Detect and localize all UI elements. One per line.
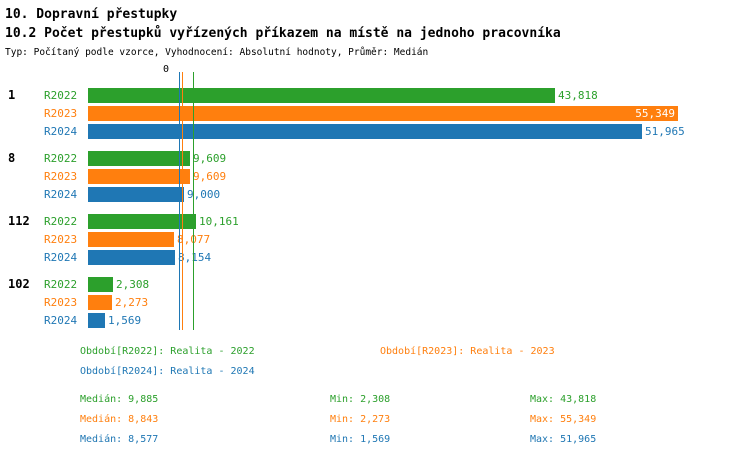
chart-row: R2023 55,349 [8, 104, 750, 122]
value-label: 9,609 [193, 169, 227, 183]
group-label: 112 [8, 214, 30, 228]
bar [88, 294, 112, 310]
chart-group: 1 R2022 43,818 R2023 55,349 R2024 51,965 [8, 86, 750, 140]
chart-group: 102 R2022 2,308 R2023 2,273 R2024 1,569 [8, 275, 750, 329]
legend-row: Období[R2022]: Realita - 2022 Období[R20… [80, 341, 750, 361]
series-label: R2023 [44, 295, 78, 309]
bar [88, 87, 555, 103]
series-label: R2024 [44, 313, 78, 327]
period-label-r2024: Období[R2024]: Realita - 2024 [80, 365, 255, 377]
series-label: R2022 [44, 214, 78, 228]
median-line-r2022 [193, 72, 194, 330]
series-label: R2022 [44, 277, 78, 291]
chart-row: 102 R2022 2,308 [8, 275, 750, 293]
max-r2023: Max: 55,349 [530, 413, 597, 425]
min-r2022: Min: 2,308 [330, 393, 391, 405]
bar [88, 249, 175, 265]
group-label: 8 [8, 151, 16, 165]
median-r2024: Medián: 8,577 [80, 433, 159, 445]
chart-row: R2024 51,965 [8, 122, 750, 140]
median-r2023: Medián: 8,843 [80, 413, 159, 425]
legend: Období[R2022]: Realita - 2022 Období[R20… [80, 341, 750, 381]
chart-row: R2024 8,154 [8, 248, 750, 266]
value-label: 55,349 [635, 106, 675, 120]
bar [88, 276, 113, 292]
bar-chart: 0 1 R2022 43,818 R2023 55,349 R2024 51,965 8 R20… [8, 64, 750, 330]
chart-row: R2023 2,273 [8, 293, 750, 311]
bar [88, 123, 642, 139]
series-label: R2024 [44, 124, 78, 138]
report-header: 10. Dopravní přestupky 10.2 Počet přestu… [0, 0, 750, 60]
series-label: R2023 [44, 169, 78, 183]
chart-meta: Typ: Počítaný podle vzorce, Vyhodnocení:… [5, 47, 429, 58]
stats-row-r2023: Medián: 8,843 Min: 2,273 Max: 55,349 [80, 409, 750, 429]
min-r2024: Min: 1,569 [330, 433, 391, 445]
bar: 55,349 [88, 105, 678, 121]
bar [88, 186, 184, 202]
legend-row: Období[R2024]: Realita - 2024 [80, 361, 750, 381]
period-label-r2022: Období[R2022]: Realita - 2022 [80, 345, 255, 357]
group-label: 102 [8, 277, 30, 291]
series-label: R2022 [44, 88, 78, 102]
max-r2022: Max: 43,818 [530, 393, 597, 405]
series-label: R2024 [44, 187, 78, 201]
axis-zero-label: 0 [163, 64, 170, 75]
median-r2022: Medián: 9,885 [80, 393, 159, 405]
chart-row: 112 R2022 10,161 [8, 212, 750, 230]
chart-row: 8 R2022 9,609 [8, 149, 750, 167]
median-line-r2024 [179, 72, 180, 330]
value-label: 9,609 [193, 151, 227, 165]
value-label: 9,000 [187, 187, 221, 201]
series-label: R2023 [44, 232, 78, 246]
period-label-r2023: Období[R2023]: Realita - 2023 [380, 345, 555, 357]
series-label: R2023 [44, 106, 78, 120]
value-label: 2,273 [115, 295, 149, 309]
bar [88, 312, 105, 328]
stats-row-r2024: Medián: 8,577 Min: 1,569 Max: 51,965 [80, 429, 750, 449]
chart-row: R2023 9,609 [8, 167, 750, 185]
median-line-r2023 [182, 72, 183, 330]
chart-row: R2024 1,569 [8, 311, 750, 329]
value-label: 8,154 [178, 250, 212, 264]
series-label: R2022 [44, 151, 78, 165]
stats: Medián: 9,885 Min: 2,308 Max: 43,818 Med… [80, 389, 750, 449]
min-r2023: Min: 2,273 [330, 413, 391, 425]
chart-row: 1 R2022 43,818 [8, 86, 750, 104]
bar [88, 168, 190, 184]
chart-row: R20238,077 [8, 230, 750, 248]
value-label: 1,569 [108, 313, 142, 327]
page-subtitle: 10.2 Počet přestupků vyřízených příkazem… [5, 26, 561, 41]
value-label: 10,161 [199, 214, 239, 228]
series-label: R2024 [44, 250, 78, 264]
bar [88, 213, 196, 229]
stats-row-r2022: Medián: 9,885 Min: 2,308 Max: 43,818 [80, 389, 750, 409]
chart-group: 112 R2022 10,161 R20238,077 R2024 8,154 [8, 212, 750, 266]
group-label: 1 [8, 88, 16, 102]
bar [88, 150, 190, 166]
bar [88, 231, 174, 247]
value-label: 2,308 [116, 277, 150, 291]
max-r2024: Max: 51,965 [530, 433, 597, 445]
value-label: 51,965 [645, 124, 685, 138]
page-title: 10. Dopravní přestupky [5, 7, 178, 22]
value-label: 43,818 [558, 88, 598, 102]
chart-group: 8 R2022 9,609 R2023 9,609 R2024 9,000 [8, 149, 750, 203]
chart-row: R2024 9,000 [8, 185, 750, 203]
